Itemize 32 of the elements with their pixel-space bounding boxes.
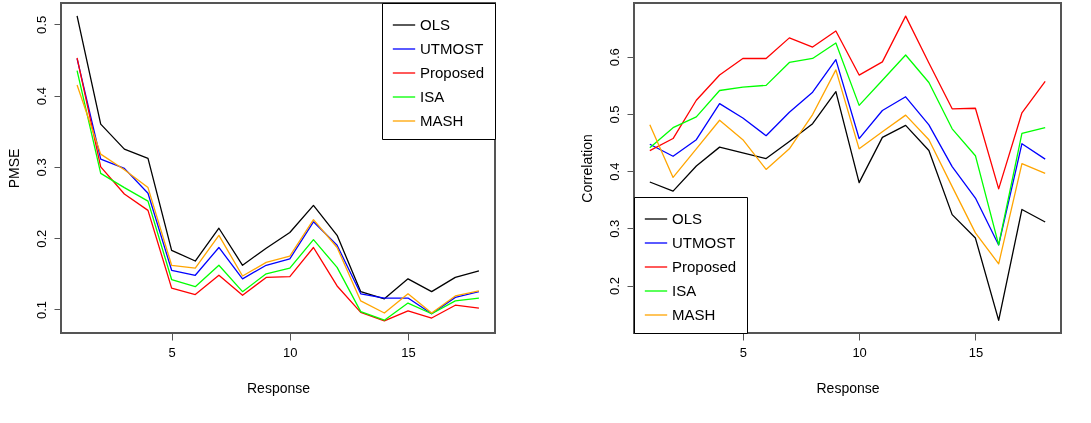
y-tick-label: 0.3 [606, 219, 622, 238]
legend-label: OLS [420, 16, 451, 33]
x-axis-title: Response [246, 379, 311, 396]
legend-label: Proposed [672, 258, 737, 275]
legend-label: OLS [672, 210, 703, 227]
legend-label: ISA [420, 88, 445, 105]
y-tick-label: 0.4 [606, 162, 622, 181]
y-axis-title: Correlation [578, 134, 595, 203]
line-series [649, 91, 1046, 322]
x-tick-label: 15 [968, 344, 984, 360]
y-tick-label: 0.5 [33, 15, 49, 34]
x-tick-label: 10 [283, 344, 298, 360]
y-tick-label: 0.3 [33, 158, 49, 177]
y-tick-label: 0.2 [33, 229, 49, 248]
line-series [649, 15, 1046, 190]
legend-label: MASH [420, 112, 464, 129]
y-axis-title: PMSE [5, 148, 22, 189]
x-tick-label: 10 [852, 344, 867, 360]
x-tick-label: 5 [739, 344, 747, 360]
legend-label: UTMOST [672, 234, 736, 251]
x-axis-title: Response [816, 379, 880, 396]
y-tick-label: 0.6 [606, 48, 622, 67]
y-tick-label: 0.1 [33, 300, 49, 320]
x-tick-label: 15 [401, 344, 416, 360]
y-tick-label: 0.4 [33, 87, 49, 106]
legend-label: ISA [672, 282, 697, 299]
y-tick-label: 0.5 [606, 105, 622, 124]
legend-label: UTMOST [420, 40, 484, 57]
y-tick-label: 0.2 [606, 276, 622, 296]
legend-label: MASH [672, 306, 716, 323]
x-tick-label: 5 [168, 344, 176, 360]
legend-label: Proposed [420, 64, 485, 81]
